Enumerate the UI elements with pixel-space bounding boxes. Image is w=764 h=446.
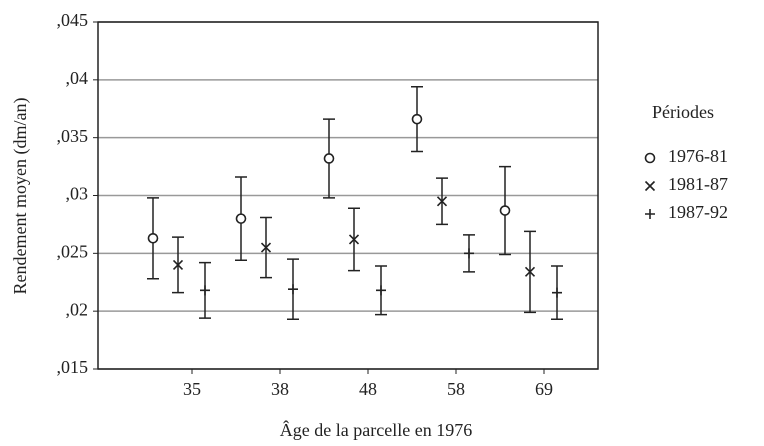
x-axis-label: Âge de la parcelle en 1976 — [280, 419, 472, 440]
data-point — [464, 248, 474, 259]
y-tick-label: ,035 — [57, 126, 89, 146]
data-point — [200, 285, 210, 296]
data-point — [260, 242, 272, 253]
data-point — [235, 213, 247, 224]
x-tick-label: 38 — [271, 379, 289, 399]
data-point — [436, 196, 448, 207]
data-point — [411, 113, 423, 125]
data-point — [147, 232, 159, 244]
legend-label: 1981-87 — [668, 174, 728, 194]
x-tick-label: 35 — [183, 379, 201, 399]
legend-label: 1976-81 — [668, 146, 728, 166]
data-point — [552, 287, 562, 298]
plot-frame — [97, 21, 599, 370]
x-tick-label: 69 — [535, 379, 553, 399]
y-axis-label: Rendement moyen (dm/an) — [10, 98, 31, 295]
x-tick-label: 48 — [359, 379, 377, 399]
legend-marker — [644, 152, 656, 164]
data-point — [288, 284, 298, 295]
data-point — [499, 205, 511, 216]
y-tick-label: ,02 — [66, 299, 89, 319]
x-tick-label: 58 — [447, 379, 465, 399]
y-tick-label: ,025 — [57, 241, 89, 261]
legend-label: 1987-92 — [668, 202, 728, 222]
data-point — [323, 153, 335, 164]
y-tick-label: ,03 — [66, 184, 89, 204]
data-point — [172, 259, 184, 270]
legend-title: Périodes — [652, 102, 714, 122]
y-tick-label: ,015 — [57, 357, 89, 377]
data-point — [376, 285, 386, 296]
data-point — [348, 234, 360, 245]
y-tick-label: ,045 — [57, 10, 89, 30]
legend-marker — [644, 180, 656, 192]
y-tick-label: ,04 — [66, 68, 89, 88]
legend-marker — [645, 209, 655, 219]
data-point — [524, 266, 536, 277]
